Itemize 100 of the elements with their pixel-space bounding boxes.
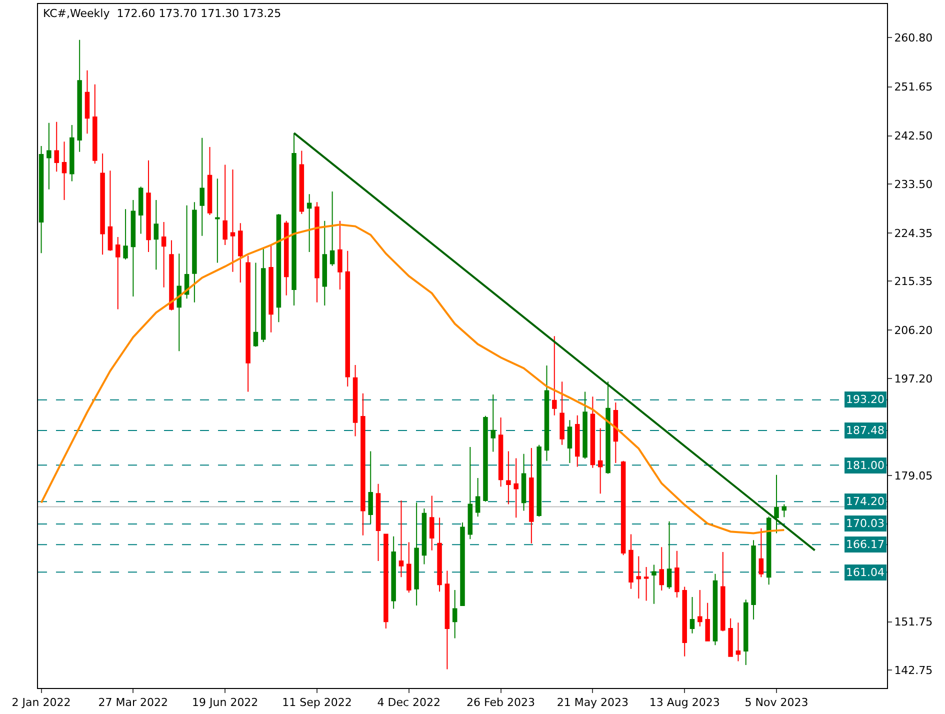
ref-line-label: 181.00 <box>846 459 884 472</box>
ref-line-label: 187.48 <box>846 424 884 437</box>
candlestick <box>192 202 197 303</box>
candlestick <box>582 391 588 460</box>
candlestick <box>276 213 282 323</box>
candlestick <box>376 483 381 562</box>
candlestick <box>782 504 787 518</box>
candlestick <box>636 556 642 600</box>
candlestick <box>384 534 388 630</box>
candlestick <box>498 417 504 488</box>
candlestick <box>261 247 266 342</box>
candlestick <box>698 589 702 627</box>
ref-line-label: 170.03 <box>846 517 884 530</box>
candlestick <box>567 420 572 464</box>
candlestick <box>230 169 236 272</box>
candlestick <box>368 450 373 524</box>
candlestick <box>238 222 243 284</box>
candlestick <box>292 132 296 306</box>
candlestick <box>38 145 44 254</box>
candlestick <box>598 428 603 494</box>
candlestick <box>200 137 204 236</box>
candlestick <box>666 520 672 590</box>
candlestick <box>406 542 412 594</box>
candlestick <box>620 460 626 556</box>
candlestick <box>606 381 610 474</box>
candlestick <box>422 508 427 565</box>
candlestick <box>560 381 564 446</box>
candlestick <box>682 586 687 657</box>
candlestick <box>659 546 664 592</box>
y-tick-label: 179.05 <box>894 469 933 482</box>
candlestick <box>222 164 228 246</box>
candlestick <box>452 589 458 639</box>
candlestick <box>207 146 212 216</box>
candlestick <box>184 204 190 300</box>
candlestick <box>123 208 128 260</box>
candlestick <box>246 255 250 392</box>
candlestick <box>690 596 695 634</box>
candlestick <box>77 39 82 152</box>
x-tick-label: 27 Mar 2022 <box>98 696 168 710</box>
candlestick <box>330 190 335 266</box>
candlestick <box>46 122 52 190</box>
y-tick-label: 206.20 <box>894 324 933 338</box>
candlestick <box>338 220 342 290</box>
candlestick <box>429 495 434 551</box>
candlestick <box>751 540 756 620</box>
candlestick <box>544 365 550 462</box>
candlestick <box>437 517 442 592</box>
candlestick <box>575 414 580 468</box>
candlestick <box>84 70 90 134</box>
candlestick <box>483 415 488 502</box>
candlestick <box>299 150 304 214</box>
candlestick <box>322 220 328 306</box>
candlestick <box>536 444 542 518</box>
ref-line-label: 174.20 <box>846 495 884 508</box>
candlestick <box>743 599 748 666</box>
y-tick-label: 197.20 <box>894 372 933 386</box>
candlestick <box>644 566 649 602</box>
candlestick <box>720 551 726 632</box>
candlestick <box>460 522 465 606</box>
candlestick <box>758 528 764 578</box>
candlestick <box>169 240 174 311</box>
candlestick <box>360 392 366 536</box>
candlestick <box>70 124 74 182</box>
candlestick <box>736 622 741 662</box>
candlestick <box>115 236 120 310</box>
x-tick-label: 26 Feb 2023 <box>466 696 536 710</box>
ref-line-label: 193.20 <box>846 393 884 406</box>
chart-title: KC#,Weekly 172.60 173.70 171.30 173.25 <box>43 7 282 20</box>
x-tick-label: 5 Nov 2023 <box>744 696 808 710</box>
candlestick <box>514 458 518 518</box>
candlestick <box>108 170 113 252</box>
x-tick-label: 4 Dec 2022 <box>377 696 441 710</box>
candlestick <box>253 262 258 348</box>
candlestick <box>54 121 59 172</box>
ref-line-label: 166.17 <box>846 538 884 551</box>
y-tick-label: 224.35 <box>894 226 933 240</box>
candlestick <box>475 478 480 518</box>
candlestick <box>652 564 656 604</box>
candlestick <box>92 84 98 164</box>
candlestick <box>674 550 680 598</box>
candlestick <box>628 534 634 590</box>
candlestick <box>414 502 419 606</box>
candlestick <box>345 250 350 387</box>
candlestick <box>306 194 312 252</box>
candlestick <box>552 336 557 416</box>
candlestick <box>705 602 710 642</box>
candlestick <box>712 573 718 646</box>
candlestick <box>590 396 596 468</box>
y-tick-label: 251.65 <box>894 80 933 94</box>
candlestick <box>130 200 136 297</box>
candlestick <box>766 516 772 586</box>
x-tick-label: 19 Jun 2022 <box>192 696 258 710</box>
y-tick-label: 242.50 <box>894 130 933 143</box>
candlestick <box>314 202 320 303</box>
candlestick <box>284 220 289 296</box>
line-series <box>40 224 786 534</box>
y-tick-label: 151.75 <box>894 616 933 629</box>
x-tick-label: 13 Aug 2023 <box>649 696 720 710</box>
candlestick <box>352 364 358 437</box>
candlestick <box>100 152 105 256</box>
